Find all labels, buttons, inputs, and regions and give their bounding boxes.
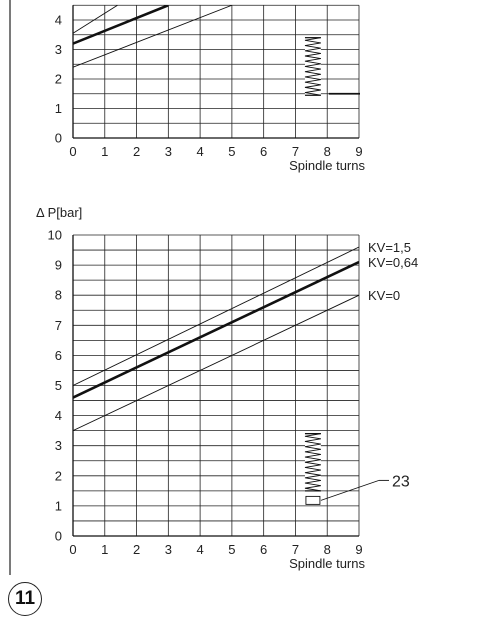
y-tick-label: 8 <box>55 288 62 303</box>
y-tick-label: 2 <box>55 72 62 87</box>
y-tick-label: 1 <box>55 498 62 513</box>
y-axis-title: Δ P[bar] <box>36 205 82 220</box>
y-tick-label: 7 <box>55 318 62 333</box>
y-tick-label: 2 <box>55 468 62 483</box>
spring-background <box>304 37 321 96</box>
x-tick-label: 5 <box>228 144 235 159</box>
x-tick-label: 1 <box>101 144 108 159</box>
x-tick-label: 7 <box>292 144 299 159</box>
x-tick-label: 0 <box>69 144 76 159</box>
series-line <box>73 246 359 386</box>
callout-label: 23 <box>392 473 410 490</box>
y-tick-label: 3 <box>55 42 62 57</box>
y-tick-label: 6 <box>55 348 62 363</box>
x-tick-label: 6 <box>260 144 267 159</box>
x-tick-label: 3 <box>165 542 172 557</box>
y-tick-label: 10 <box>48 228 62 243</box>
callout-leader <box>320 479 380 501</box>
x-tick-label: 4 <box>196 542 203 557</box>
x-axis-title: Spindle turns <box>289 158 365 173</box>
series-label: KV=0 <box>368 288 400 303</box>
x-axis-title: Spindle turns <box>289 556 365 571</box>
y-tick-label: 4 <box>55 13 62 28</box>
x-tick-label: 1 <box>101 542 108 557</box>
x-tick-label: 7 <box>292 542 299 557</box>
y-tick-label: 4 <box>55 408 62 423</box>
series-line <box>73 260 359 399</box>
series-label: KV=1,5 <box>368 240 411 255</box>
x-tick-label: 2 <box>133 542 140 557</box>
y-tick-label: 3 <box>55 438 62 453</box>
x-tick-label: 6 <box>260 542 267 557</box>
y-tick-label: 0 <box>55 529 62 544</box>
series-line <box>73 294 359 432</box>
series-group <box>73 246 359 432</box>
x-tick-label: 8 <box>324 542 331 557</box>
x-tick-label: 9 <box>355 144 362 159</box>
figure-number-text: 11 <box>14 588 36 609</box>
series-label: KV=0,64 <box>368 255 418 270</box>
y-tick-label: 9 <box>55 258 62 273</box>
callout-target-box <box>305 495 321 505</box>
x-tick-label: 9 <box>355 542 362 557</box>
y-tick-label: 5 <box>55 378 62 393</box>
figure-number-badge: 11 <box>8 582 42 616</box>
spring-symbol <box>304 37 321 96</box>
series-line <box>73 5 233 68</box>
y-tick-label: 1 <box>55 101 62 116</box>
x-tick-label: 8 <box>324 144 331 159</box>
spring-symbol <box>304 433 321 492</box>
x-tick-label: 3 <box>165 144 172 159</box>
x-tick-label: 4 <box>196 144 203 159</box>
series-line <box>73 5 169 45</box>
series-line <box>73 5 118 34</box>
x-tick-label: 2 <box>133 144 140 159</box>
spring-background <box>304 433 321 491</box>
x-tick-label: 0 <box>69 542 76 557</box>
x-tick-label: 5 <box>228 542 235 557</box>
series-group <box>73 5 233 68</box>
y-tick-label: 0 <box>55 131 62 146</box>
